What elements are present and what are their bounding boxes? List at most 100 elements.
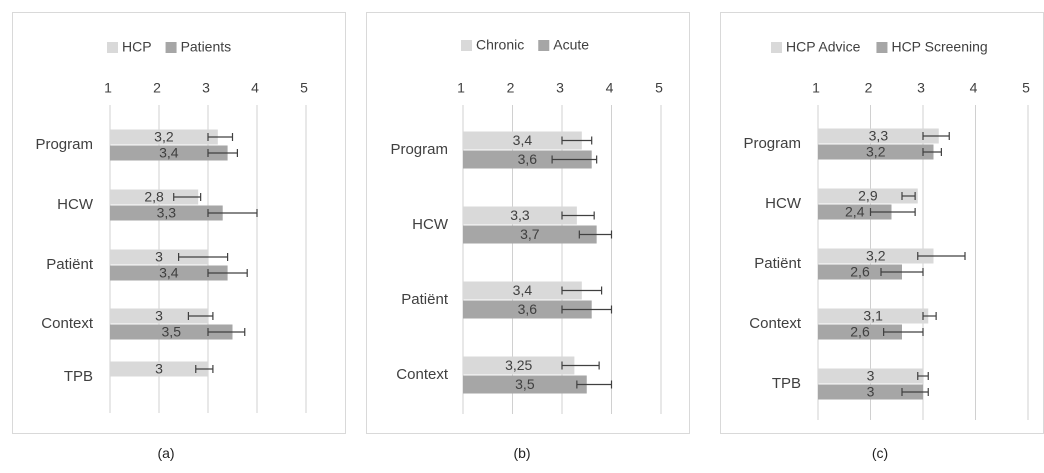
data-label: 3,5 bbox=[515, 376, 535, 392]
x-tick-label: 2 bbox=[507, 80, 515, 96]
data-label: 3,3 bbox=[869, 128, 889, 144]
data-label: 3,7 bbox=[520, 226, 540, 242]
data-label: 3,6 bbox=[518, 151, 538, 167]
bar bbox=[818, 368, 923, 384]
bar bbox=[463, 131, 582, 150]
data-label: 3,2 bbox=[866, 248, 886, 264]
legend-label: Chronic bbox=[476, 37, 524, 53]
category-label: TPB bbox=[772, 375, 801, 392]
bar bbox=[110, 361, 208, 377]
data-label: 3,4 bbox=[159, 265, 179, 281]
legend-swatch bbox=[538, 40, 550, 51]
category-label: HCW bbox=[412, 216, 449, 233]
bar bbox=[818, 144, 934, 160]
category-label: Patiënt bbox=[46, 256, 94, 273]
data-label: 2,6 bbox=[850, 264, 870, 280]
bar bbox=[110, 145, 228, 161]
data-label: 3,2 bbox=[154, 129, 174, 145]
category-label: Program bbox=[35, 136, 93, 153]
data-label: 3,5 bbox=[162, 324, 182, 340]
legend-swatch bbox=[461, 40, 472, 51]
data-label: 3,25 bbox=[505, 357, 532, 373]
panel-label: (a) bbox=[157, 445, 174, 461]
category-label: TPB bbox=[64, 368, 93, 385]
x-tick-label: 1 bbox=[457, 80, 465, 96]
data-label: 3 bbox=[155, 308, 163, 324]
bar bbox=[110, 265, 228, 281]
panel-label: (b) bbox=[513, 445, 530, 461]
x-tick-label: 1 bbox=[104, 80, 112, 96]
x-tick-label: 4 bbox=[606, 80, 614, 96]
bar bbox=[110, 324, 233, 340]
x-tick-label: 1 bbox=[812, 80, 820, 96]
x-tick-label: 5 bbox=[300, 80, 308, 96]
bar bbox=[463, 206, 577, 225]
data-label: 3 bbox=[155, 249, 163, 265]
data-label: 3,4 bbox=[513, 282, 533, 298]
legend-swatch bbox=[107, 42, 118, 53]
bar bbox=[463, 225, 597, 244]
data-label: 3 bbox=[867, 368, 875, 384]
data-label: 3,6 bbox=[518, 301, 538, 317]
category-label: HCW bbox=[57, 196, 94, 213]
bar bbox=[463, 300, 592, 319]
x-tick-label: 3 bbox=[202, 80, 210, 96]
x-tick-label: 5 bbox=[1022, 80, 1030, 96]
x-tick-label: 5 bbox=[655, 80, 663, 96]
bar bbox=[818, 188, 918, 204]
x-tick-label: 2 bbox=[153, 80, 161, 96]
category-label: Patiënt bbox=[754, 255, 802, 272]
legend-swatch bbox=[165, 42, 177, 53]
bar bbox=[110, 129, 218, 145]
bar bbox=[463, 150, 592, 169]
x-tick-label: 3 bbox=[556, 80, 564, 96]
data-label: 2,9 bbox=[858, 188, 878, 204]
bar bbox=[110, 249, 208, 265]
x-tick-label: 4 bbox=[970, 80, 978, 96]
bar bbox=[463, 281, 582, 300]
category-label: HCW bbox=[765, 195, 802, 212]
data-label: 3,4 bbox=[159, 145, 179, 161]
x-tick-label: 2 bbox=[865, 80, 873, 96]
category-label: Program bbox=[743, 135, 801, 152]
data-label: 2,4 bbox=[845, 204, 865, 220]
x-tick-label: 4 bbox=[251, 80, 259, 96]
legend-label: HCP bbox=[122, 39, 152, 55]
bar bbox=[110, 205, 223, 221]
chart-panel-2: 1 2 3 4 5 Chronic Acute Program 3,4 3,6 HCW 3,3 3,7 P… bbox=[366, 12, 690, 461]
legend-swatch bbox=[876, 42, 888, 53]
panel-label: (c) bbox=[872, 445, 888, 461]
bar bbox=[818, 308, 929, 324]
data-label: 3 bbox=[867, 384, 875, 400]
data-label: 2,6 bbox=[850, 324, 870, 340]
bar bbox=[818, 128, 939, 144]
bar bbox=[818, 248, 934, 264]
bar bbox=[818, 384, 923, 400]
legend-swatch bbox=[771, 42, 782, 53]
legend-label: Patients bbox=[181, 39, 232, 55]
legend-label: Acute bbox=[553, 37, 589, 53]
category-label: Program bbox=[390, 141, 448, 158]
x-tick-label: 3 bbox=[917, 80, 925, 96]
bar bbox=[463, 356, 575, 375]
data-label: 3,2 bbox=[866, 144, 886, 160]
data-label: 3,3 bbox=[157, 205, 177, 221]
data-label: 3 bbox=[155, 361, 163, 377]
bar bbox=[463, 375, 587, 394]
bar bbox=[110, 308, 208, 324]
data-label: 2,8 bbox=[144, 189, 164, 205]
legend-label: HCP Screening bbox=[891, 39, 987, 55]
category-label: Context bbox=[41, 315, 94, 332]
chart-frame bbox=[720, 12, 1044, 434]
bar bbox=[110, 189, 199, 205]
data-label: 3,3 bbox=[510, 207, 530, 223]
category-label: Patiënt bbox=[401, 291, 449, 308]
category-label: Context bbox=[396, 366, 449, 383]
bar bbox=[818, 204, 892, 220]
legend-label: HCP Advice bbox=[786, 39, 861, 55]
category-label: Context bbox=[749, 315, 802, 332]
